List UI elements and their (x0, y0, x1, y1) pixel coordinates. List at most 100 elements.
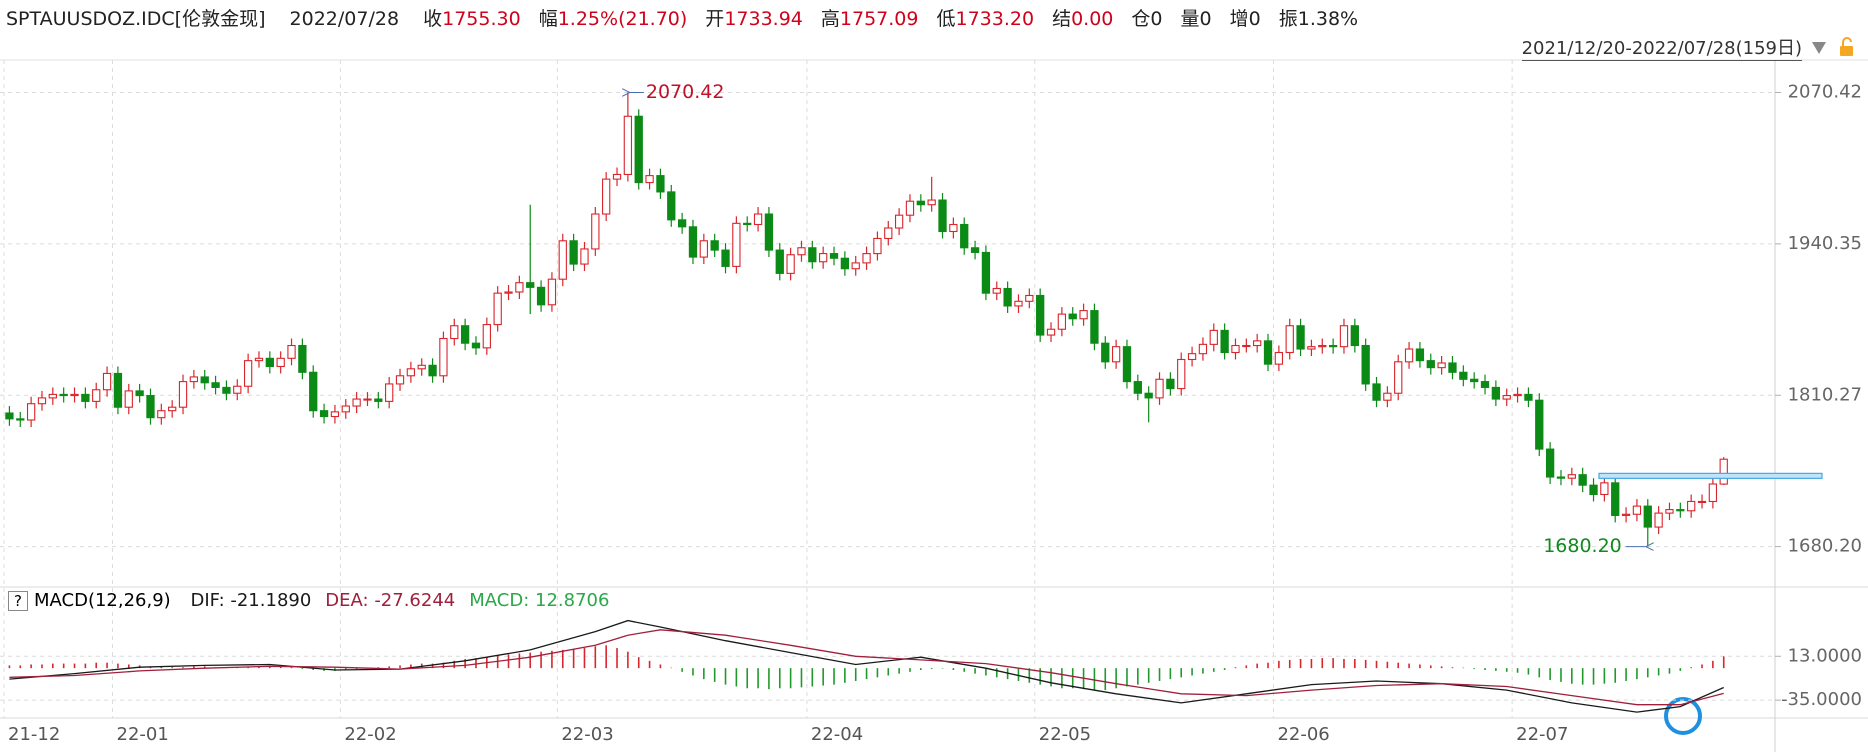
legend-entry: DIF: -21.1890 (190, 590, 312, 611)
candle-body (298, 344, 307, 373)
candle-body (1025, 294, 1034, 302)
candle-body (753, 213, 763, 226)
candle-body (1502, 395, 1511, 400)
field-value: 0 (1199, 8, 1212, 30)
candle-body (1708, 483, 1718, 503)
candle-body (840, 257, 850, 270)
candle-body (634, 115, 643, 184)
candle-body (1231, 344, 1240, 354)
candle-body (1318, 344, 1327, 348)
candle-body (938, 199, 947, 233)
candle-body (1177, 358, 1186, 390)
candle-body (439, 337, 448, 377)
candle-body (1220, 329, 1229, 354)
candle-body (1665, 509, 1674, 514)
field-value: 0 (1150, 8, 1163, 30)
candle-body (26, 403, 36, 421)
x-tick-label: 21-12 (8, 724, 60, 745)
field-label: 低 (936, 8, 956, 30)
candle-body (1111, 346, 1121, 363)
candle-body (688, 226, 698, 258)
help-button[interactable]: ? (8, 591, 28, 611)
macd-line (9, 619, 1724, 713)
candle-body (992, 287, 1001, 294)
candle-body (949, 223, 958, 233)
candle-body (1426, 360, 1435, 369)
candle-body (1361, 344, 1370, 385)
candle-body (721, 249, 730, 267)
candle-body (927, 199, 936, 206)
candle-body (1133, 381, 1142, 394)
lock-icon[interactable] (1840, 37, 1853, 56)
candle-body (1719, 458, 1728, 485)
candle-body (330, 411, 340, 418)
candle-body (1036, 294, 1045, 336)
candle-body (1556, 476, 1566, 479)
candle-body (146, 395, 155, 419)
quote-header: SPTAUUSDOZ.IDC[伦敦金现] 2022/07/28 收1755.30… (6, 4, 1358, 31)
candle-body (363, 398, 372, 401)
candle-body (37, 397, 47, 405)
candle-body (808, 247, 817, 263)
candle-body (1328, 344, 1338, 348)
candle-body (1632, 505, 1642, 515)
candle-body (428, 364, 437, 377)
legend-entry: DEA: -27.6244 (325, 590, 456, 611)
candle-body (1524, 393, 1533, 401)
candle-body (1068, 313, 1077, 320)
candle-body (1003, 287, 1012, 307)
field-label: 结 (1052, 8, 1072, 30)
candle-body (1122, 346, 1132, 383)
candle-body (1567, 474, 1576, 479)
dropdown-icon[interactable] (1812, 42, 1826, 54)
candle-body (124, 390, 133, 408)
date-range[interactable]: 2021/12/20-2022/07/28(159日) (1521, 38, 1802, 61)
candle-body (612, 173, 622, 180)
candle-body (417, 364, 426, 370)
highlight-circle (1664, 697, 1702, 735)
candle-body (884, 227, 893, 240)
candle-body (916, 200, 925, 206)
candle-body (1090, 310, 1099, 344)
x-tick-label: 22-07 (1516, 724, 1568, 745)
candle-body (1057, 313, 1067, 330)
candle-body (764, 213, 774, 251)
candle-body (1687, 500, 1696, 512)
candle-body (92, 389, 101, 402)
candle-body (385, 383, 394, 402)
candle-body (1187, 353, 1197, 361)
candle-body (667, 191, 676, 221)
candle-body (1394, 361, 1403, 394)
candle-body (1296, 325, 1305, 350)
field-label: 幅 (538, 8, 558, 30)
y-tick-label: 13.0000 (1788, 645, 1862, 666)
candle-body (894, 214, 904, 229)
candle-body (102, 372, 112, 391)
candle-body (1491, 386, 1501, 400)
candle-body (309, 371, 318, 412)
candle-body (395, 375, 405, 385)
candle-body (1404, 348, 1414, 363)
candle-body (1101, 342, 1110, 363)
legend-entry: MACD: 12.8706 (469, 590, 610, 611)
candle-body (1307, 346, 1316, 350)
candle-body (1383, 392, 1392, 401)
y-tick-label: 2070.42 (1788, 82, 1862, 103)
candle-body (1459, 371, 1468, 380)
candle-body (168, 406, 177, 412)
x-tick-label: 22-06 (1277, 724, 1329, 745)
candle-body (873, 237, 882, 255)
candle-body (113, 372, 123, 408)
candle-body (1480, 381, 1490, 388)
candle-body (547, 278, 557, 306)
candle-body (352, 398, 361, 407)
candle-body (233, 385, 242, 394)
candle-body (493, 292, 502, 326)
candle-body (1643, 505, 1652, 528)
y-tick-label: 1810.27 (1788, 384, 1862, 405)
candle-body (450, 325, 459, 340)
candle-body (775, 249, 784, 274)
candle-body (211, 382, 220, 388)
candle-body (1263, 340, 1273, 365)
